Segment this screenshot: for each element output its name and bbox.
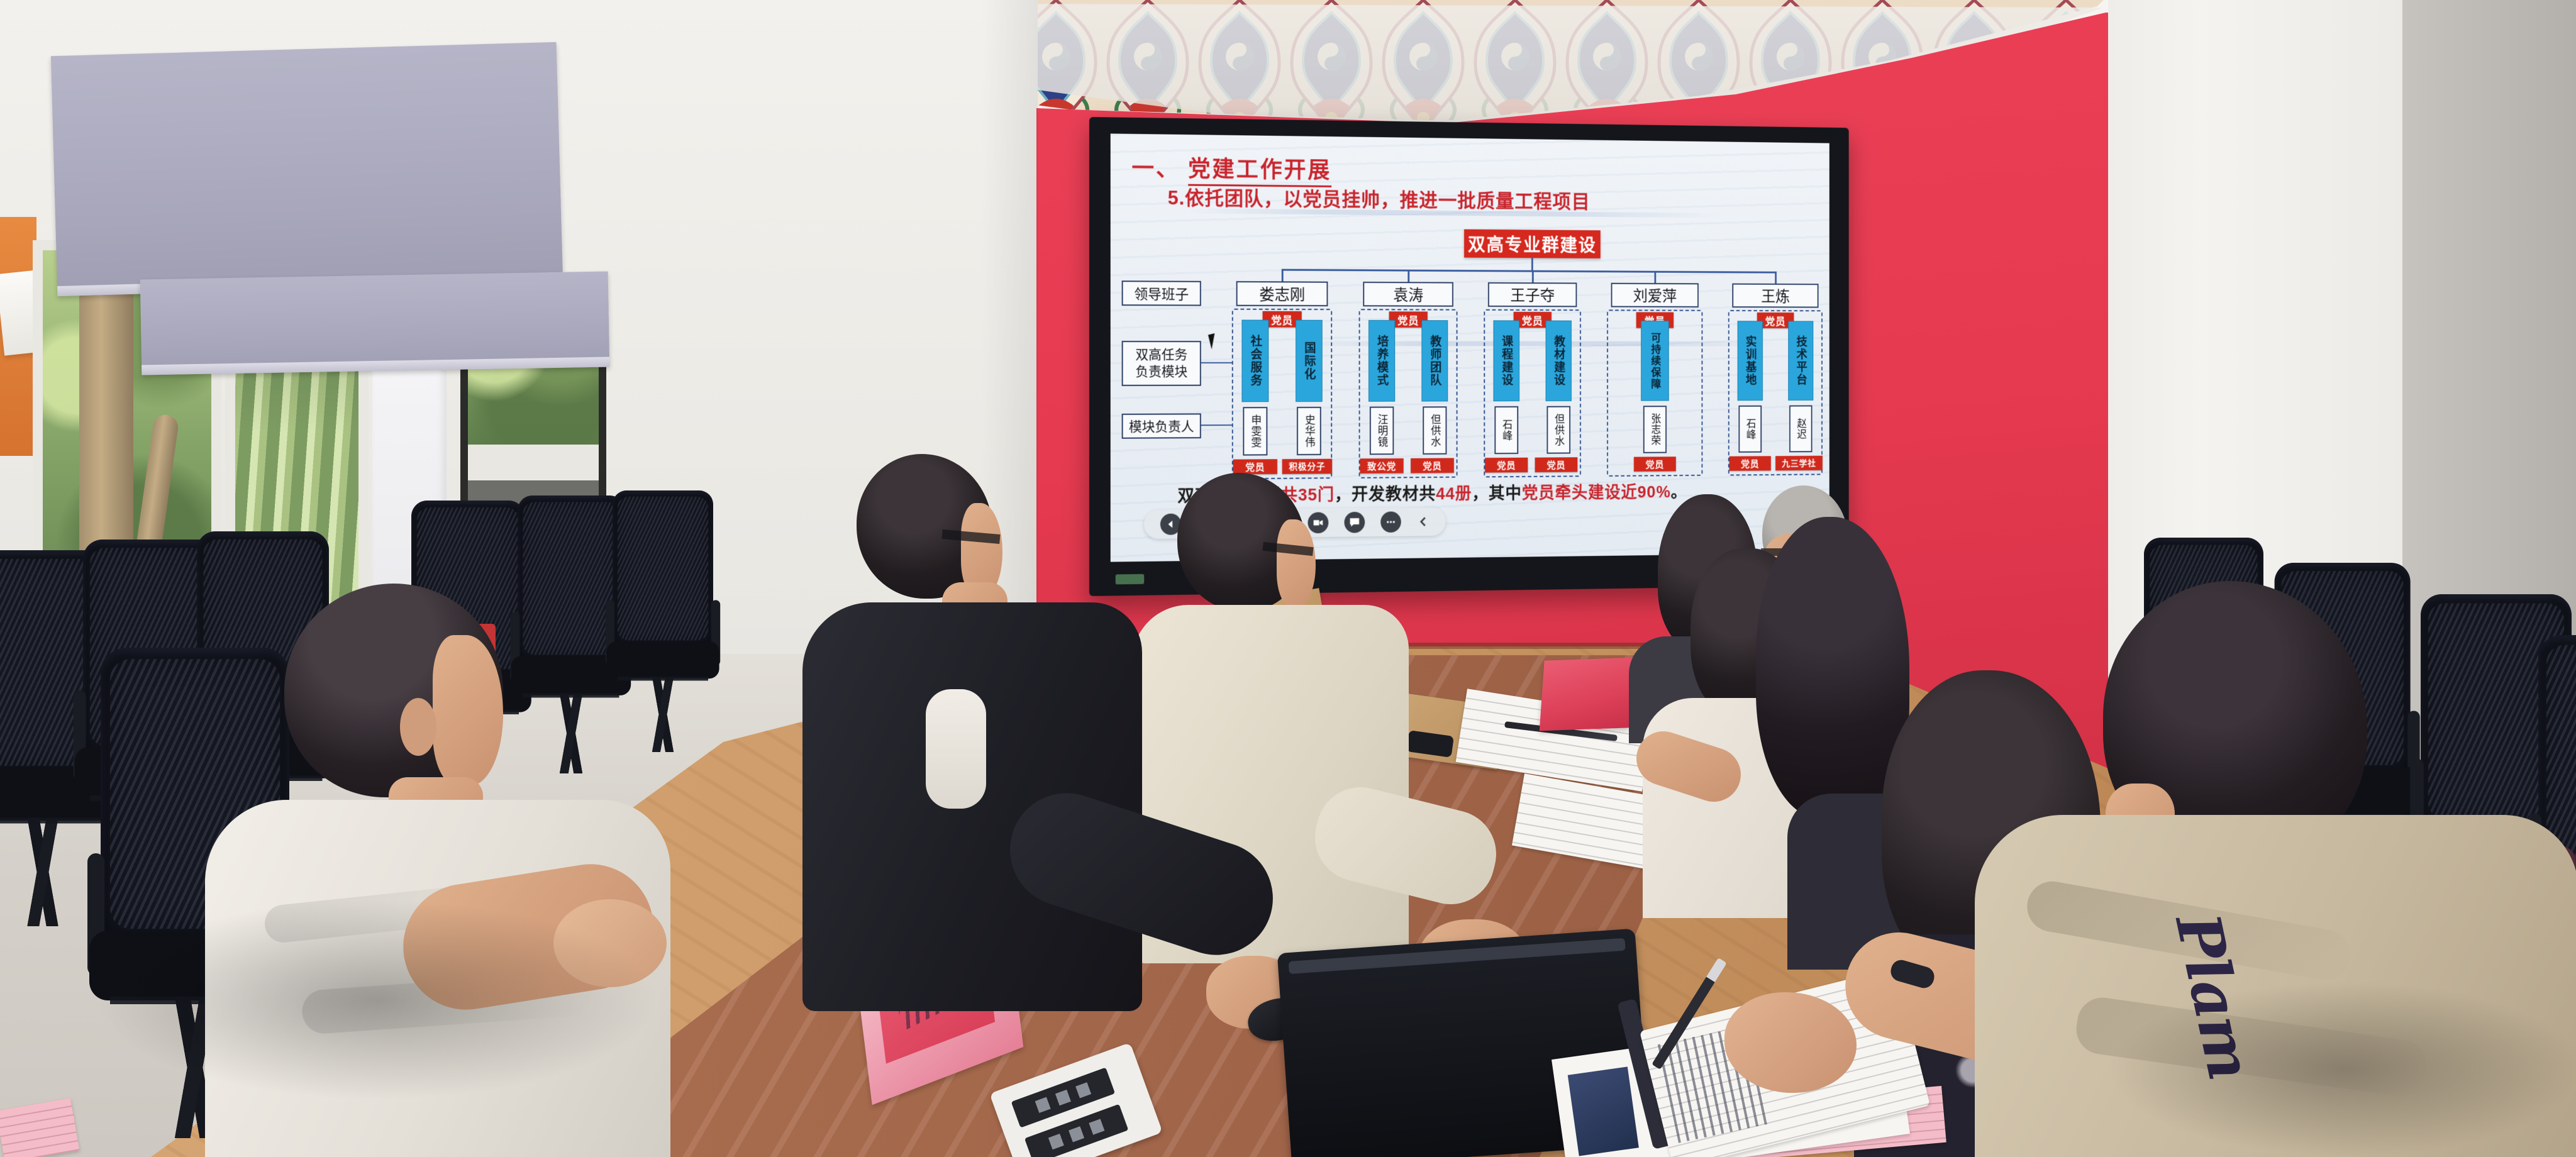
connector [1531, 270, 1534, 283]
office-chair [507, 495, 635, 784]
module-box: 社会服务 [1241, 319, 1269, 402]
roller-blind-upper [50, 42, 564, 297]
hand [553, 899, 667, 987]
brand-sticker [1115, 573, 1145, 585]
row-label-modules-line2: 负责模块 [1135, 364, 1188, 379]
floor-shadow [94, 899, 660, 1100]
face-profile [433, 635, 503, 786]
lead-box: 石峰 [1494, 406, 1519, 455]
summary-seg: ，开发教材共 [1335, 484, 1436, 504]
office-chair [602, 490, 723, 762]
face [961, 503, 1002, 597]
row-label-modules: 双高任务 负责模块 [1121, 341, 1201, 386]
lead-box: 赵迟 [1789, 405, 1813, 453]
lead-badge: 党员 [1233, 459, 1277, 475]
summary-seg-red: 44册 [1436, 484, 1472, 504]
connector [1775, 271, 1777, 284]
leader-box: 娄志刚 [1236, 281, 1328, 307]
lead-badge: 党员 [1485, 457, 1528, 473]
row-label-leaders: 领导班子 [1121, 280, 1201, 306]
connector [1407, 269, 1410, 282]
chart-group: 王炼 党员 实训基地 技术平台 石峰 赵迟 党员 九三学社 [1727, 283, 1824, 477]
roller-blind-lower [140, 271, 610, 375]
module-box: 可持续保障 [1641, 320, 1669, 401]
lead-box: 申雯雯 [1243, 407, 1268, 456]
chart-root-box: 双高专业群建设 [1464, 229, 1601, 258]
face [1277, 519, 1316, 607]
chart-group: 王子夺 党员 课程建设 教材建设 石峰 但供水 党员 党员 [1482, 282, 1582, 479]
chart-group: 刘爱萍 党员 可持续保障 张志荣 党员 [1606, 282, 1704, 478]
row-label-modules-line1: 双高任务 [1135, 347, 1188, 362]
lead-box: 但供水 [1546, 406, 1571, 454]
connector [1201, 362, 1232, 363]
slide-title: 一、 党建工作开展 [1131, 150, 1332, 187]
connector [1201, 424, 1232, 426]
long-hair [1756, 517, 1909, 819]
lead-box: 张志荣 [1643, 406, 1667, 453]
leader-box: 袁涛 [1363, 281, 1453, 307]
lead-badge: 党员 [1411, 458, 1454, 473]
summary-seg: 。 [1670, 482, 1687, 501]
khaki-torso [1975, 815, 2576, 1157]
module-box: 技术平台 [1788, 321, 1814, 401]
leader-box: 刘爱萍 [1611, 282, 1699, 307]
more-icon [1380, 511, 1401, 533]
module-box: 教材建设 [1545, 320, 1572, 402]
comment-icon [1344, 511, 1365, 533]
lead-box: 汪明镜 [1369, 406, 1394, 455]
ear [400, 698, 436, 756]
lead-box: 史华伟 [1297, 406, 1321, 456]
name-tent-red [1539, 657, 1635, 731]
chart-group: 娄志刚 党员 社会服务 国际化 申雯雯 史华伟 党员 积极分子 [1231, 281, 1333, 480]
lead-badge: 九三学社 [1775, 455, 1823, 471]
leader-box: 王子夺 [1487, 282, 1577, 307]
connector [1281, 268, 1284, 282]
module-box: 课程建设 [1493, 320, 1520, 402]
module-box: 国际化 [1296, 319, 1323, 402]
shirt-collar [926, 689, 986, 809]
module-box: 培养模式 [1368, 319, 1396, 402]
chart-group: 袁涛 党员 培养模式 教师团队 汪明镜 但供水 致公党 党员 [1358, 281, 1459, 480]
summary-seg: ，其中 [1472, 484, 1522, 503]
connector [1654, 270, 1657, 284]
lead-badge: 党员 [1729, 456, 1771, 471]
row-label-leads: 模块负责人 [1121, 413, 1201, 439]
leader-box: 王炼 [1732, 283, 1819, 308]
slide-subtitle: 5.依托团队，以党员挂帅，推进一批质量工程项目 [1167, 187, 1591, 213]
lead-box: 石峰 [1738, 405, 1762, 453]
collapse-icon [1417, 515, 1430, 529]
floor-shadow [2107, 981, 2576, 1157]
lead-box: 但供水 [1423, 406, 1447, 455]
document-photo [1567, 1066, 1639, 1156]
module-box: 实训基地 [1737, 321, 1763, 401]
camera-icon [1307, 512, 1329, 534]
lead-badge: 积极分子 [1282, 458, 1333, 474]
summary-seg-red: 党员牵头建设近90% [1521, 482, 1671, 502]
slide-title-marker: 一、 [1131, 155, 1180, 182]
connector [1531, 258, 1533, 270]
lead-badge: 党员 [1633, 457, 1676, 472]
module-box: 教师团队 [1421, 320, 1448, 402]
lead-badge: 党员 [1535, 457, 1578, 472]
lead-badge: 致公党 [1360, 458, 1404, 473]
writing-hand [1724, 992, 1857, 1093]
